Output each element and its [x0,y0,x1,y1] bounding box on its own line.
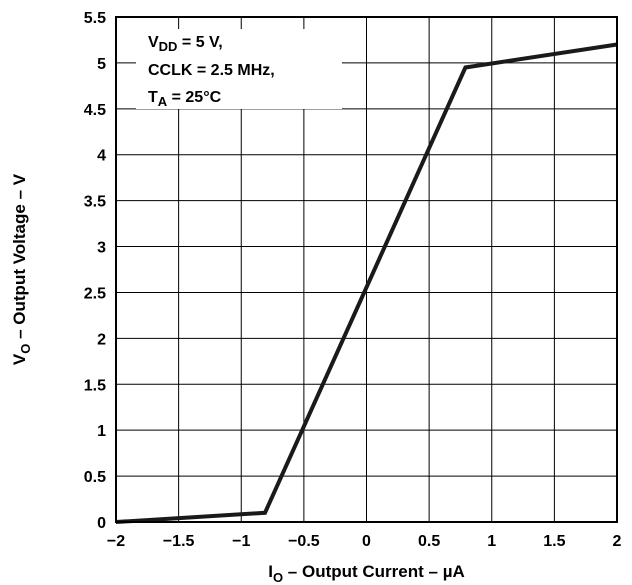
series-curve [115,42,618,524]
annotation-line-cclk: CCLK = 2.5 MHz, [148,62,275,79]
y-tick-label: 1.5 [84,377,106,394]
x-tick-label: −1 [232,533,250,550]
annotation-line-ta: TA = 25°C [148,89,222,109]
y-tick-label: 4 [97,148,106,165]
y-tick-label: 1 [97,423,106,440]
annotation-line-vdd: VDD = 5 V, [148,34,223,54]
y-tick-label: 5 [97,56,106,73]
y-tick-label: 2 [97,331,106,348]
x-tick-label: 0.5 [418,533,440,550]
x-tick-labels: −2 −1.5 −1 −0.5 0 0.5 1 1.5 2 [107,533,622,550]
y-axis-label: VO – Output Voltage – V [10,173,33,365]
x-tick-label: 1 [487,533,496,550]
x-tick-label: 0 [362,533,371,550]
y-tick-label: 2.5 [84,285,106,302]
x-tick-label: −1.5 [163,533,195,550]
y-tick-label: 4.5 [84,102,106,119]
x-tick-label: 1.5 [543,533,565,550]
y-tick-label: 3.5 [84,194,106,211]
y-tick-label: 0.5 [84,469,106,486]
gridlines [115,16,618,523]
y-tick-label: 3 [97,240,106,257]
x-axis-label: IO – Output Current – µA [268,562,465,585]
annotation-background [136,29,342,109]
y-tick-label: 0 [97,515,106,532]
conditions-annotation: VDD = 5 V, CCLK = 2.5 MHz, TA = 25°C [148,34,275,109]
series-line [115,42,618,524]
y-tick-labels: 0 0.5 1 1.5 2 2.5 3 3.5 4 4.5 5 5.5 [84,10,106,532]
x-tick-label: −0.5 [288,533,320,550]
plot-frame [115,16,618,523]
y-tick-label: 5.5 [84,10,106,27]
x-tick-label: 2 [613,533,622,550]
x-tick-label: −2 [107,533,125,550]
